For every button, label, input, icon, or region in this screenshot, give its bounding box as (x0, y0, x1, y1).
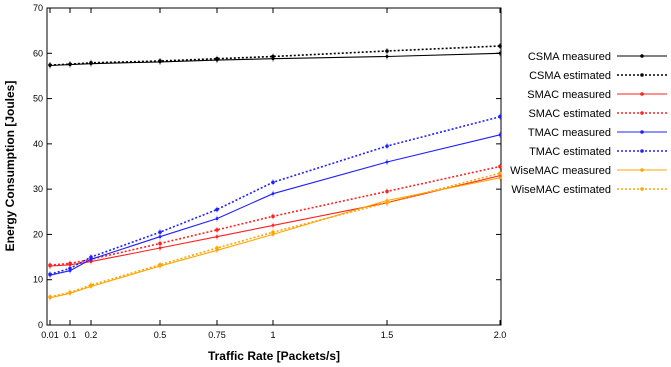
x-tick-label: 0.5 (154, 330, 167, 340)
y-tick-label: 0 (38, 320, 43, 330)
data-point (158, 241, 162, 246)
data-point (271, 223, 275, 227)
data-point (498, 164, 502, 169)
data-point (89, 60, 93, 65)
series-line-0 (49, 52, 501, 67)
data-point (215, 56, 219, 61)
legend-label: TMAC estimated (529, 146, 611, 158)
plot-area (48, 43, 502, 301)
y-axis-label: Energy Consumption [Joules] (3, 81, 17, 252)
data-point (68, 290, 72, 295)
data-point (271, 192, 275, 196)
legend-marker (640, 111, 644, 115)
legend-label: TMAC measured (528, 127, 611, 139)
data-point (215, 207, 219, 212)
legend-marker (640, 54, 644, 58)
series-line-7 (49, 172, 501, 298)
legend-label: CSMA measured (528, 51, 611, 63)
data-point (385, 55, 389, 58)
data-point (385, 49, 389, 53)
data-point (48, 295, 52, 299)
data-point (271, 214, 275, 219)
x-tick-label: 0.2 (85, 330, 98, 340)
data-point (385, 160, 389, 164)
data-point (215, 235, 219, 239)
data-point (48, 272, 52, 277)
data-point (68, 62, 72, 66)
data-point (68, 261, 72, 266)
data-point (385, 189, 389, 194)
legend-label: WiseMAC estimated (511, 184, 611, 196)
x-tick-label: 2.0 (494, 330, 507, 340)
legend-label: CSMA estimated (529, 70, 611, 82)
data-point (498, 171, 502, 176)
y-tick-label: 30 (33, 184, 43, 194)
data-point (498, 133, 502, 137)
series-line-6 (49, 177, 501, 299)
legend-marker (640, 168, 644, 172)
legend-marker (640, 130, 644, 134)
data-point (215, 217, 219, 220)
data-point (48, 63, 52, 67)
legend-marker (640, 92, 644, 96)
legend-label: SMAC measured (527, 89, 611, 101)
x-tick-label: 1 (270, 330, 275, 340)
y-tick-label: 20 (33, 229, 43, 239)
data-point (158, 59, 162, 63)
y-tick-label: 10 (33, 275, 43, 285)
series-line-3 (49, 165, 501, 266)
x-axis-label: Traffic Rate [Packets/s] (208, 349, 340, 363)
x-tick-label: 0.75 (208, 330, 226, 340)
legend-marker (640, 73, 644, 77)
data-point (271, 180, 275, 185)
x-axis: 0.01 0.1 0.2 0.5 0.75 1 1.5 2.0 (41, 8, 506, 340)
x-tick-label: 0.01 (41, 330, 59, 340)
data-point (271, 230, 275, 234)
legend: CSMA measured CSMA estimated SMAC measured… (510, 51, 667, 196)
y-tick-label: 40 (33, 139, 43, 149)
legend-label: SMAC estimated (528, 108, 611, 120)
series-line-5 (49, 115, 501, 276)
data-point (158, 235, 162, 239)
data-point (271, 54, 275, 59)
y-tick-label: 70 (33, 3, 43, 13)
y-tick-label: 50 (33, 94, 43, 104)
data-point (89, 255, 93, 259)
legend-marker (640, 187, 644, 191)
data-point (158, 262, 162, 267)
data-point (215, 246, 219, 250)
data-point (385, 144, 389, 148)
legend-label: WiseMAC measured (510, 165, 611, 177)
data-point (215, 228, 219, 232)
data-point (498, 176, 502, 180)
data-point (498, 51, 502, 55)
y-axis: 0 10 20 30 40 50 60 70 (33, 3, 501, 330)
data-point (48, 263, 52, 268)
data-point (89, 283, 93, 287)
data-point (158, 230, 162, 234)
data-point (158, 246, 162, 250)
x-tick-label: 0.1 (64, 330, 77, 340)
series-line-4 (49, 134, 501, 276)
data-point (385, 200, 389, 205)
data-point (68, 266, 72, 271)
legend-marker (640, 149, 644, 153)
data-point (498, 44, 502, 48)
x-tick-label: 1.5 (381, 330, 394, 340)
data-point (498, 114, 502, 119)
y-tick-label: 60 (33, 48, 43, 58)
